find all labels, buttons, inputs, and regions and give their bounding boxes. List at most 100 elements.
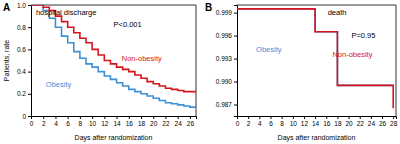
x-tick-label: 12 [101, 120, 109, 127]
x-tick-label: 22 [357, 120, 365, 127]
x-tick-label: 2 [247, 120, 251, 127]
y-tick: 0 [22, 113, 31, 120]
x-tick: 12 [101, 116, 109, 127]
x-tick: 2 [42, 116, 46, 127]
series-line [237, 9, 393, 109]
x-tick-mark [259, 116, 260, 119]
x-tick-label: 4 [258, 120, 262, 127]
x-tick-mark [55, 116, 56, 119]
y-tick-label: 1.0 [17, 2, 26, 9]
x-tick: 10 [290, 116, 298, 127]
x-tick-mark [315, 116, 316, 119]
y-axis: 00.20.40.60.81.0 [17, 2, 32, 120]
y-tick: 0.4 [17, 68, 31, 75]
y-tick: 0.987 [216, 101, 237, 108]
chart-title: death [328, 8, 347, 17]
x-tick: 24 [368, 116, 376, 127]
series-line [31, 5, 196, 107]
x-axis: 0246810121416182022242628 [236, 116, 398, 127]
x-tick-label: 4 [54, 120, 58, 127]
y-tick-label: 0.8 [17, 24, 26, 31]
x-tick-label: 18 [334, 120, 342, 127]
x-tick-label: 12 [301, 120, 309, 127]
plot-frame [237, 5, 396, 116]
y-tick: 1.0 [17, 2, 31, 9]
x-axis: 02468101214161820222426 [30, 116, 197, 127]
x-tick-label: 0 [30, 120, 34, 127]
y-tick: 0.6 [17, 46, 31, 53]
x-axis-title: Days after randomization [278, 134, 356, 142]
x-tick-mark [178, 116, 179, 119]
x-tick-mark [270, 116, 271, 119]
x-tick-label: 26 [187, 120, 195, 127]
x-tick-label: 2 [42, 120, 46, 127]
texts: hospital dischargeAP<0.001ObesityNon-obe… [3, 2, 162, 142]
x-tick: 0 [236, 116, 240, 127]
x-tick: 0 [30, 116, 34, 127]
series-line [31, 5, 196, 93]
x-tick-mark [153, 116, 154, 119]
x-tick: 16 [126, 116, 134, 127]
x-tick-label: 24 [368, 120, 376, 127]
x-tick: 2 [247, 116, 251, 127]
plot-frame [31, 5, 196, 116]
y-axis-line [234, 6, 238, 117]
x-tick-mark [129, 116, 130, 119]
x-tick: 26 [379, 116, 387, 127]
x-tick: 16 [323, 116, 331, 127]
y-tick-label: 0.999 [216, 9, 233, 16]
x-tick-label: 20 [150, 120, 158, 127]
x-tick-label: 20 [345, 120, 353, 127]
x-tick: 6 [66, 116, 70, 127]
panel: 0246810121416182022242600.20.40.60.81.0h… [3, 2, 197, 142]
x-tick-label: 28 [390, 120, 398, 127]
panel-letter: B [205, 2, 212, 13]
x-tick-mark [92, 116, 93, 119]
x-tick-mark [282, 116, 283, 119]
y-tick: 0.993 [216, 55, 237, 62]
y-tick-mark [234, 13, 237, 14]
y-tick-label: 0.990 [216, 78, 233, 85]
x-tick-label: 8 [79, 120, 83, 127]
x-tick-label: 24 [175, 120, 183, 127]
x-tick-mark [117, 116, 118, 119]
y-tick-mark [28, 5, 31, 6]
panel-letter: A [3, 2, 10, 13]
x-tick-label: 6 [66, 120, 70, 127]
legend-label: Obesity [46, 80, 72, 89]
x-tick-mark [393, 116, 394, 119]
x-tick: 14 [113, 116, 121, 127]
x-tick-label: 6 [269, 120, 273, 127]
x-tick-label: 10 [89, 120, 97, 127]
y-tick-mark [234, 59, 237, 60]
chart-title: hospital discharge [36, 8, 96, 17]
legend-label: Non-obesity [122, 54, 162, 63]
texts: deathBP=0.95ObesityNon-obesityDays after… [205, 2, 375, 142]
x-tick-mark [80, 116, 81, 119]
x-tick-mark [43, 116, 44, 119]
y-axis-line [28, 6, 32, 117]
y-tick-label: 0.4 [17, 68, 26, 75]
x-tick-mark [382, 116, 383, 119]
x-tick: 22 [162, 116, 170, 127]
y-tick-mark [28, 116, 31, 117]
legend-label: Non-obesity [332, 50, 372, 59]
x-tick: 12 [301, 116, 309, 127]
panel: 02468101214161820222426280.9990.9960.993… [205, 2, 398, 142]
x-axis-title: Days after randomization [75, 134, 153, 142]
x-tick-label: 10 [290, 120, 298, 127]
x-tick-mark [165, 116, 166, 119]
x-tick-mark [349, 116, 350, 119]
x-tick: 22 [357, 116, 365, 127]
x-tick-mark [190, 116, 191, 119]
x-tick-mark [293, 116, 294, 119]
x-tick: 8 [79, 116, 83, 127]
plot-area [237, 9, 393, 109]
x-tick: 4 [54, 116, 58, 127]
y-tick-label: 0.6 [17, 46, 26, 53]
x-tick-label: 14 [113, 120, 121, 127]
x-tick: 14 [312, 116, 320, 127]
y-tick-mark [234, 36, 237, 37]
x-tick-mark [337, 116, 338, 119]
y-tick: 0.990 [216, 78, 237, 85]
